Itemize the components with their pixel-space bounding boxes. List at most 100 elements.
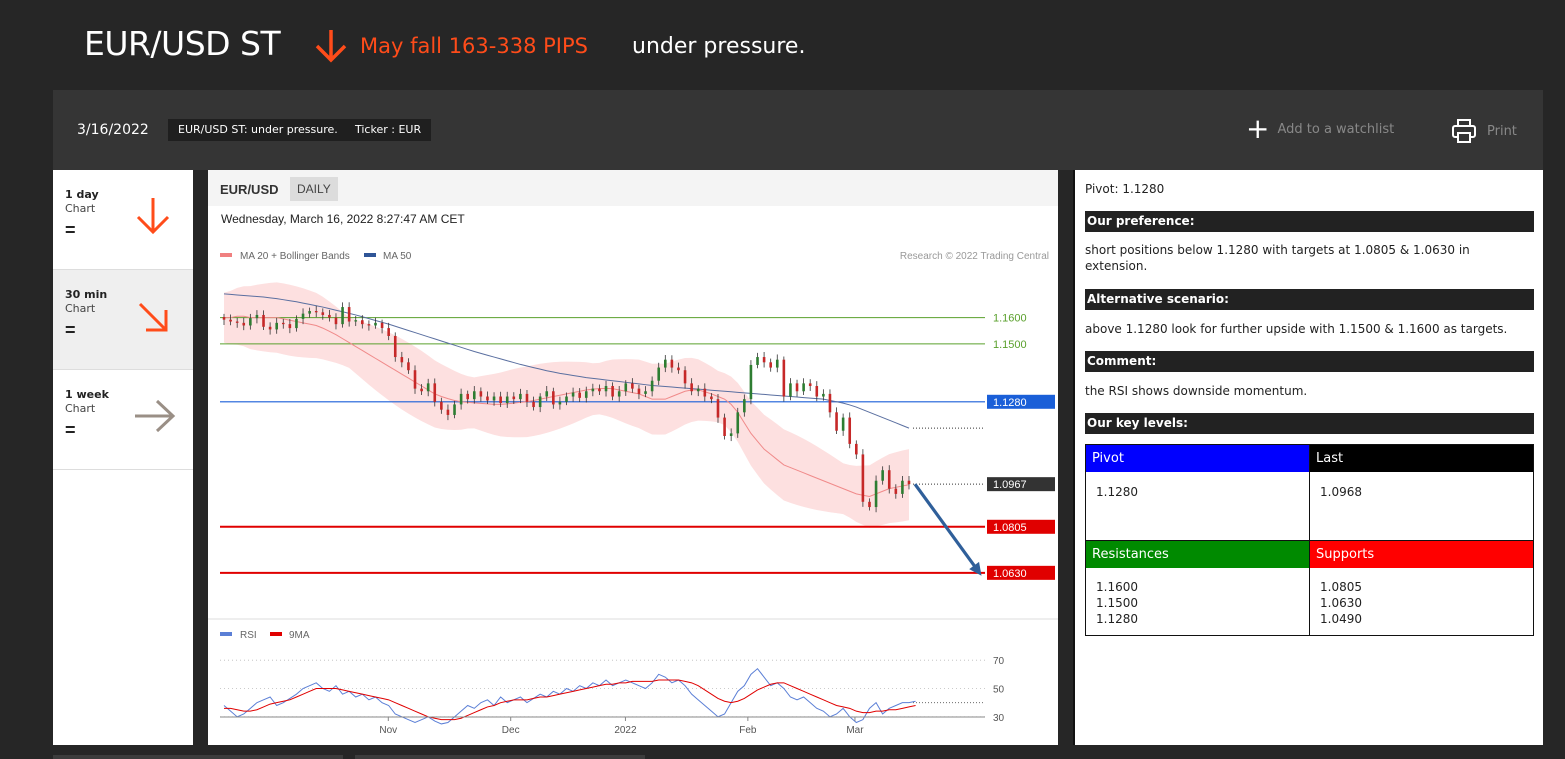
ma50-line <box>223 293 910 429</box>
timeframe-name: 1 day <box>65 188 99 201</box>
candle-body <box>683 370 687 384</box>
candle-body <box>657 367 661 381</box>
candle-body <box>696 388 700 392</box>
candle-body <box>835 412 838 431</box>
candle-body <box>677 367 680 371</box>
resistances-list: 1.1600 1.1500 1.1280 <box>1086 579 1138 627</box>
add-watchlist-button[interactable]: + Add to a watchlist <box>1246 112 1394 145</box>
level-tag <box>987 565 1055 580</box>
candle-body <box>499 396 502 404</box>
candle-body <box>492 396 496 401</box>
candle-body <box>222 317 226 320</box>
timeframe-1-day[interactable]: 1 day Chart = <box>53 170 193 270</box>
candle-body <box>617 391 621 397</box>
candle-body <box>281 322 285 325</box>
forecast-text: May fall 163-338 PIPS <box>360 34 588 58</box>
plus-icon: + <box>1246 112 1270 145</box>
candle-body <box>716 399 720 418</box>
candle-body <box>400 357 404 363</box>
title-tag: EUR/USD ST: under pressure. <box>168 119 348 141</box>
candle-body <box>756 357 759 365</box>
ma20-legend-swatch <box>220 253 232 257</box>
level-label: 1.0805 <box>993 522 1027 534</box>
candle-body <box>775 359 779 368</box>
candle-body <box>525 393 529 402</box>
candle-body <box>538 396 542 408</box>
chart-symbol: EUR/USD <box>220 182 279 197</box>
candle-body <box>663 359 667 368</box>
candle-body <box>795 383 799 392</box>
resistances-header: Resistances <box>1086 541 1309 568</box>
print-label: Print <box>1487 123 1517 139</box>
candle-body <box>440 401 443 410</box>
candle-body <box>420 388 423 392</box>
pivot-text: Pivot: 1.1280 <box>1085 182 1165 196</box>
candle-body <box>532 401 535 408</box>
chart-timestamp: Wednesday, March 16, 2022 8:27:47 AM CET <box>221 212 465 226</box>
candle-body <box>861 454 865 502</box>
candle-body <box>881 470 884 481</box>
chart-panel: EUR/USD DAILY Wednesday, March 16, 2022 … <box>208 170 1058 745</box>
level-label: 1.0630 <box>993 568 1027 580</box>
candle-body <box>459 393 463 405</box>
x-tick-label: 2022 <box>614 725 637 736</box>
level-label: 1.0967 <box>993 479 1027 491</box>
candle-body <box>762 357 766 363</box>
ma20-legend-label: MA 20 + Bollinger Bands <box>240 251 350 262</box>
candle-body <box>578 392 581 398</box>
candle-body <box>584 391 588 398</box>
candle-body <box>901 480 904 494</box>
forecast-arrow-head <box>969 561 982 576</box>
resistance-value: 1.1500 <box>1096 596 1138 610</box>
candle-body <box>235 321 239 323</box>
candle-body <box>321 312 325 315</box>
candle-body <box>828 393 832 413</box>
rsi-ma-legend-swatch <box>270 632 282 636</box>
candle-body <box>380 322 384 329</box>
key-levels-table: Pivot Last 1.1280 1.0968 Resistances Sup… <box>1085 444 1534 636</box>
rsi-ma-legend-label: 9MA <box>289 630 310 641</box>
x-tick-label: Dec <box>502 725 520 736</box>
candle-body <box>361 320 364 325</box>
candle-body <box>874 480 878 508</box>
supports-list: 1.0805 1.0630 1.0490 <box>1310 579 1362 627</box>
period-button[interactable]: DAILY <box>290 177 338 201</box>
candle-body <box>552 391 555 405</box>
candle-body <box>868 501 871 508</box>
report-date: 3/16/2022 <box>77 122 149 138</box>
candle-body <box>387 328 390 336</box>
level-label: 1.1280 <box>993 397 1027 409</box>
candle-body <box>802 383 805 392</box>
price-chart: MA 20 + Bollinger Bands MA 50 Research © 2… <box>208 251 1058 736</box>
timeframe-name: 1 week <box>65 388 109 401</box>
candle-body <box>769 362 772 368</box>
candle-body <box>558 401 562 405</box>
rsi-tick-label: 70 <box>993 656 1005 667</box>
last-header: Last <box>1310 445 1533 472</box>
candle-body <box>262 314 265 327</box>
timeframe-1-week[interactable]: 1 week Chart = <box>53 370 193 470</box>
bottom-tab <box>355 755 645 759</box>
candle-body <box>703 388 707 397</box>
preference-heading: Our preference: <box>1085 211 1534 232</box>
supports-header: Supports <box>1310 541 1533 568</box>
candle-body <box>782 359 786 397</box>
candle-body <box>855 443 858 455</box>
print-button[interactable]: Print <box>1451 118 1517 144</box>
candle-body <box>301 313 305 319</box>
timeframe-30-min[interactable]: 30 min Chart = <box>53 270 193 370</box>
candle-body <box>453 404 456 415</box>
level-tag <box>987 477 1055 492</box>
candle-body <box>328 314 331 318</box>
candle-body <box>413 370 417 389</box>
level-label: 1.1500 <box>993 339 1027 351</box>
timeframe-status: = <box>65 320 76 340</box>
candle-body <box>815 386 819 397</box>
panel-header: 3/16/2022 EUR/USD ST: under pressure. Ti… <box>53 90 1543 170</box>
alternative-heading: Alternative scenario: <box>1085 289 1534 310</box>
rsi-ma-line <box>224 679 916 721</box>
candle-body <box>624 383 628 392</box>
rsi-line <box>223 667 916 725</box>
candle-body <box>255 314 259 319</box>
candle-body <box>407 362 410 371</box>
